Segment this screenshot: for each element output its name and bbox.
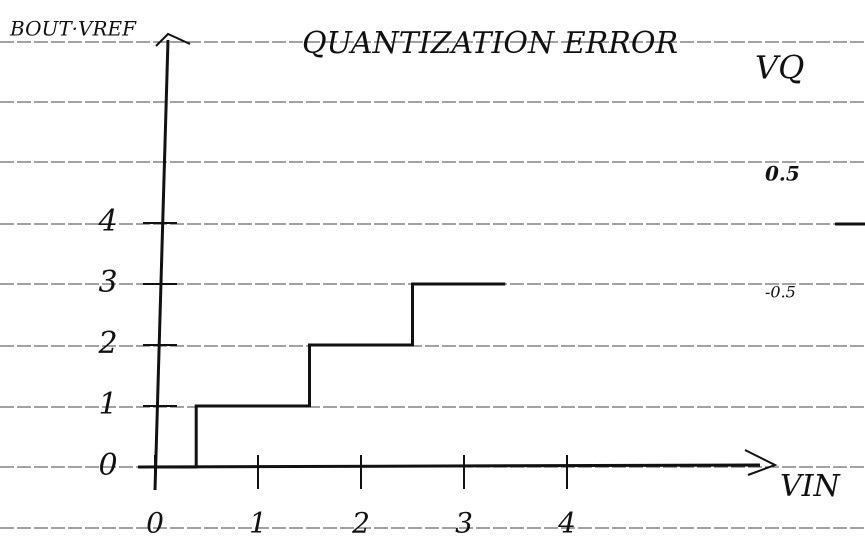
x-axis	[137, 463, 761, 469]
x-tick-label: 3	[455, 507, 473, 540]
x-axis-label: VIN	[780, 469, 842, 504]
chart-title: QUANTIZATION ERROR	[302, 26, 678, 61]
x-arrow	[744, 449, 778, 476]
y-tick-label: 2	[97, 326, 117, 361]
y-arrow	[155, 32, 191, 47]
side-label: 0.5	[765, 162, 800, 186]
y-axis	[153, 39, 170, 491]
x-tick-label: 1	[249, 507, 267, 540]
side-label: VQ	[755, 49, 804, 87]
y-tick-label: 3	[98, 265, 117, 300]
y-tick-label: 0	[98, 448, 117, 483]
side-label: -0.5	[765, 283, 796, 302]
y-tick-label: 4	[97, 204, 117, 239]
x-tick-label: 4	[557, 507, 576, 540]
x-tick-label: 2	[351, 507, 370, 540]
y-tick-label: 1	[98, 387, 117, 422]
y-axis-label: BOUT·VREF	[9, 17, 137, 41]
step-line	[155, 282, 506, 469]
x-tick-label: 0	[146, 507, 164, 540]
